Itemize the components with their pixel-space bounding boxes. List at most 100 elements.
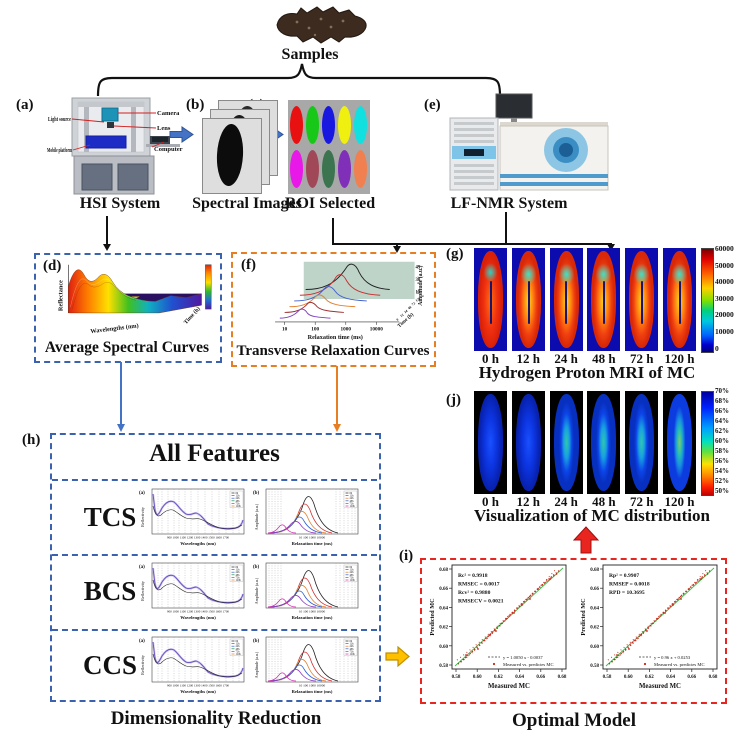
tag-g: (g)	[446, 246, 464, 262]
svg-text:48: 48	[407, 305, 412, 310]
lens-part	[107, 122, 114, 128]
row-label-tcs: TCS	[83, 502, 137, 532]
mc-panels	[474, 391, 696, 494]
tag-d: (d)	[43, 258, 62, 274]
monitor	[495, 93, 533, 119]
box-relaxation	[231, 252, 436, 367]
arrow-d-to-h	[120, 362, 122, 424]
mri-time-labels: 0 h 12 h 24 h 48 h 72 h 120 h	[482, 351, 695, 366]
mc-panel-48h	[587, 391, 621, 494]
mc-panel-24h	[549, 391, 583, 494]
svg-text:1000: 1000	[341, 327, 352, 333]
nmr-system-illustration	[449, 93, 609, 191]
y-axis-label: Reflectance	[58, 280, 65, 311]
mc-panel-0h	[474, 391, 507, 494]
box-average-spectral	[34, 253, 222, 363]
svg-text:120: 120	[415, 296, 422, 302]
row-label-ccs: CCS	[82, 650, 137, 680]
mri-panel-0h	[474, 248, 507, 351]
spectral-images-illustration	[202, 100, 294, 194]
arrowhead-into-g	[606, 244, 615, 251]
svg-text:10000: 10000	[370, 327, 384, 333]
bcs-spectra-plot	[138, 561, 246, 622]
dimensionality-reduction-label: Dimensionality Reduction	[110, 708, 322, 729]
tag-h: (h)	[22, 432, 41, 448]
svg-text:72: 72	[411, 301, 416, 306]
mri-panel-48h	[587, 248, 621, 351]
x-axis-label: Wavelengths (nm)	[90, 322, 139, 335]
brace-connector	[96, 63, 502, 97]
arrowhead-into-f	[392, 246, 401, 253]
scatter-plot-prediction: Rp² = 0.9907 RMSEP = 0.0018 RPD = 10.369…	[579, 564, 719, 691]
relaxation-waterfall-plot: 10 100 1000 10000 Relaxation time (ms) A…	[275, 261, 424, 341]
svg-text:RMSEC = 0.0017: RMSEC = 0.0017	[458, 582, 500, 588]
svg-text:Rcv² = 0.9880: Rcv² = 0.9880	[458, 590, 491, 596]
connector-horizontal	[332, 243, 612, 245]
tag-b: (b)	[186, 97, 205, 113]
svg-text:10: 10	[282, 327, 288, 333]
annotation-lens: Lens	[157, 125, 171, 132]
connector-hsi-down	[106, 216, 108, 244]
roi-caption: ROI Selected	[284, 195, 376, 212]
relax-caption: Transverse Relaxation Curves	[236, 343, 430, 359]
svg-text:RPD = 10.3695: RPD = 10.3695	[609, 590, 645, 596]
annotation-camera: Camera	[157, 110, 180, 117]
mri-panel-24h	[549, 248, 583, 351]
tag-j: (j)	[446, 392, 461, 408]
avg-caption: Average Spectral Curves	[44, 339, 210, 356]
box-all-features	[50, 433, 381, 702]
arrow-i-to-j	[572, 526, 600, 554]
svg-text:RMSECV = 0.0021: RMSECV = 0.0021	[458, 599, 504, 605]
tag-i: (i)	[399, 548, 414, 564]
features-divider-2	[52, 554, 377, 556]
arrow-h-to-i	[385, 645, 410, 668]
tag-e: (e)	[424, 97, 441, 113]
connector-roi-down	[332, 218, 334, 244]
svg-text:0: 0	[396, 317, 400, 321]
scatter-legend: Measured vs. predictes MC	[503, 662, 554, 667]
tcs-spectra-plot	[138, 487, 246, 548]
y-axis-label: Amplitude (a.u.)	[417, 265, 424, 305]
svg-text:45: 45	[416, 265, 421, 270]
spectral-caption: Spectral Images	[192, 195, 302, 212]
arrowhead-into-d	[102, 244, 111, 251]
svg-text:RMSEP = 0.0018: RMSEP = 0.0018	[609, 582, 650, 588]
arrowhead-d-to-h	[116, 424, 125, 432]
mri-panel-120h	[662, 248, 696, 351]
hsi-system-illustration: Light source Camera Lens Mobile platform…	[47, 97, 183, 195]
nmr-caption: LF-NMR System	[450, 195, 568, 212]
tcs-relaxation-plot	[252, 488, 359, 547]
fit-equation: y = 1.0050 x - 0.0037	[503, 655, 543, 660]
svg-text:24: 24	[403, 309, 408, 314]
mc-time-labels: 0 h 12 h 24 h 48 h 72 h 120 h	[482, 494, 695, 509]
flow-arrow-a-b	[169, 126, 194, 143]
row-label-bcs: BCS	[83, 576, 137, 606]
annotation-mobile-platform: Mobile platform	[47, 148, 72, 154]
hsi-caption: HSI System	[79, 195, 161, 212]
svg-text:12: 12	[399, 313, 404, 318]
box-optimal-model	[420, 558, 727, 704]
mc-panel-120h	[662, 391, 696, 494]
z-axis-label: Time (h)	[182, 305, 201, 325]
mri-panel-72h	[625, 248, 659, 351]
mri-panel-12h	[511, 248, 545, 351]
camera-part	[101, 107, 119, 122]
mc-panel-12h	[511, 391, 545, 494]
ccs-spectra-plot	[138, 635, 246, 696]
annotation-light-source: Light source	[48, 117, 71, 123]
roi-illustration	[288, 100, 370, 194]
svg-text:100: 100	[311, 327, 319, 333]
sea-cucumber-image	[276, 6, 367, 44]
scatter-plot-calibration: Rc² = 0.9918 RMSEC = 0.0017 Rcv² = 0.988…	[428, 564, 568, 691]
mc-caption: Visualization of MC distribution	[474, 506, 710, 525]
mc-colorbar	[701, 391, 714, 496]
scatter-legend: Measured vs. predictes MC	[654, 662, 705, 667]
avg-spectral-3d-plot: Reflectance Wavelengths (nm) Time (h)	[58, 264, 212, 335]
features-divider-1	[52, 479, 377, 481]
svg-text:30: 30	[416, 278, 421, 283]
bcs-relaxation-plot	[252, 562, 359, 621]
features-divider-3	[52, 629, 377, 631]
annotation-computer: Computer	[154, 146, 183, 153]
arrowhead-f-to-h	[332, 424, 341, 432]
